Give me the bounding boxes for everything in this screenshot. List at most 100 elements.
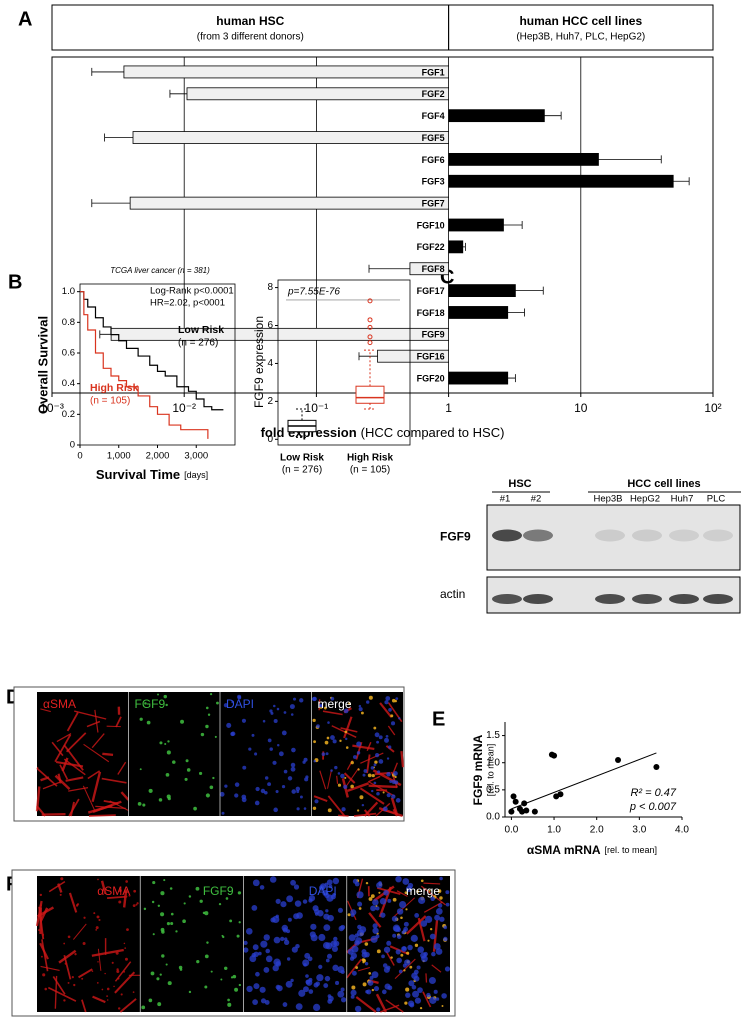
micrograph-texture [425, 915, 433, 924]
micrograph-texture [326, 770, 332, 789]
micrograph-texture [63, 942, 66, 945]
category-label: FGF22 [417, 242, 445, 252]
micrograph-texture [394, 958, 416, 980]
error-bar [515, 286, 544, 295]
micrograph-texture [221, 811, 225, 815]
micrograph-texture [303, 807, 307, 810]
micrograph-texture [156, 977, 160, 981]
micrograph-texture [428, 889, 431, 892]
micrograph-texture [330, 735, 335, 740]
micrograph-texture [390, 714, 394, 718]
micrograph-texture [148, 998, 153, 1003]
micrograph-texture [52, 976, 66, 995]
micrograph-texture [391, 915, 398, 922]
lane-label: PLC [707, 494, 726, 505]
point [508, 808, 515, 815]
micrograph-texture [339, 739, 342, 743]
micrograph-texture [303, 963, 307, 967]
micrograph-texture [87, 770, 101, 780]
micrograph-texture [368, 775, 381, 783]
micrograph-texture [223, 703, 228, 708]
micrograph-texture [378, 735, 383, 740]
micrograph-texture [386, 793, 391, 798]
micrograph-texture [385, 696, 391, 701]
x-tick-label: Low Risk [280, 453, 324, 464]
micrograph-texture [202, 911, 206, 915]
micrograph-texture [368, 897, 373, 901]
micrograph-texture [143, 907, 147, 911]
micrograph-texture [346, 782, 370, 793]
micrograph-texture [352, 744, 375, 750]
micrograph-texture [146, 720, 151, 725]
micrograph-texture [163, 694, 167, 699]
bar [448, 240, 464, 254]
micrograph-texture [376, 1007, 381, 1012]
micrograph-texture [295, 943, 300, 949]
category-label: FGF3 [422, 177, 445, 187]
micrograph-texture [251, 952, 256, 958]
trend-line [511, 752, 657, 810]
micrograph-texture [96, 915, 100, 919]
micrograph-texture [412, 990, 420, 998]
y-tick-label: 0.4 [62, 378, 75, 389]
micrograph-texture [157, 904, 161, 907]
channel-label: merge [318, 697, 352, 711]
micrograph-texture [63, 758, 86, 776]
micrograph-texture [94, 709, 99, 733]
bar [448, 218, 504, 232]
micrograph-texture [387, 898, 392, 903]
micrograph-texture [265, 955, 273, 963]
micrograph-texture [437, 889, 442, 893]
micrograph-texture [375, 993, 388, 1013]
micrograph-texture [391, 794, 396, 799]
header-subtitle: (Hep3B, Huh7, PLC, HepG2) [516, 32, 645, 43]
micrograph-texture [435, 908, 443, 915]
micrograph-texture [132, 991, 135, 994]
micrograph-texture [267, 738, 272, 743]
micrograph-texture [374, 753, 380, 758]
micrograph-texture [416, 890, 419, 893]
micrograph-texture [219, 791, 225, 797]
micrograph-texture [72, 923, 87, 940]
micrograph-texture [327, 994, 332, 998]
micrograph-texture [431, 964, 442, 973]
micrograph-texture [117, 761, 127, 775]
micrograph-texture [404, 959, 411, 966]
micrograph-texture [366, 700, 370, 704]
micrograph-texture [122, 889, 128, 908]
micrograph-texture [355, 996, 377, 1013]
micrograph-texture [238, 983, 242, 987]
micrograph-texture [308, 894, 316, 902]
micrograph-texture [262, 719, 266, 723]
micrograph-texture [270, 711, 274, 715]
y-tick-label: 4 [267, 358, 273, 369]
micrograph-texture [379, 898, 387, 905]
micrograph-texture [316, 974, 324, 982]
micrograph-texture [356, 751, 361, 755]
micrograph-texture [328, 884, 333, 889]
micrograph-texture [370, 935, 378, 943]
micrograph-texture [59, 764, 69, 780]
micrograph-texture [325, 752, 329, 756]
micrograph-texture [114, 971, 136, 994]
micrograph-texture [91, 771, 102, 803]
micrograph-texture [373, 763, 377, 767]
micrograph-texture [337, 772, 341, 775]
point [523, 807, 530, 814]
bar [448, 174, 674, 188]
micrograph-texture [312, 806, 317, 811]
header-title: human HSC [216, 14, 284, 28]
micrograph-texture [116, 970, 120, 974]
micrograph-texture [220, 978, 223, 981]
error-bar [507, 374, 516, 383]
micrograph-texture [394, 699, 398, 703]
micrograph-texture [91, 948, 124, 957]
micrograph-texture [76, 903, 80, 906]
micrograph-texture [95, 926, 99, 930]
micrograph-texture [350, 784, 354, 789]
micrograph-texture [83, 916, 86, 919]
y-tick-label: 0.2 [62, 409, 75, 420]
x-axis-label: Survival Time [96, 467, 180, 482]
micrograph-texture [350, 989, 357, 996]
micrograph-texture [405, 915, 427, 935]
